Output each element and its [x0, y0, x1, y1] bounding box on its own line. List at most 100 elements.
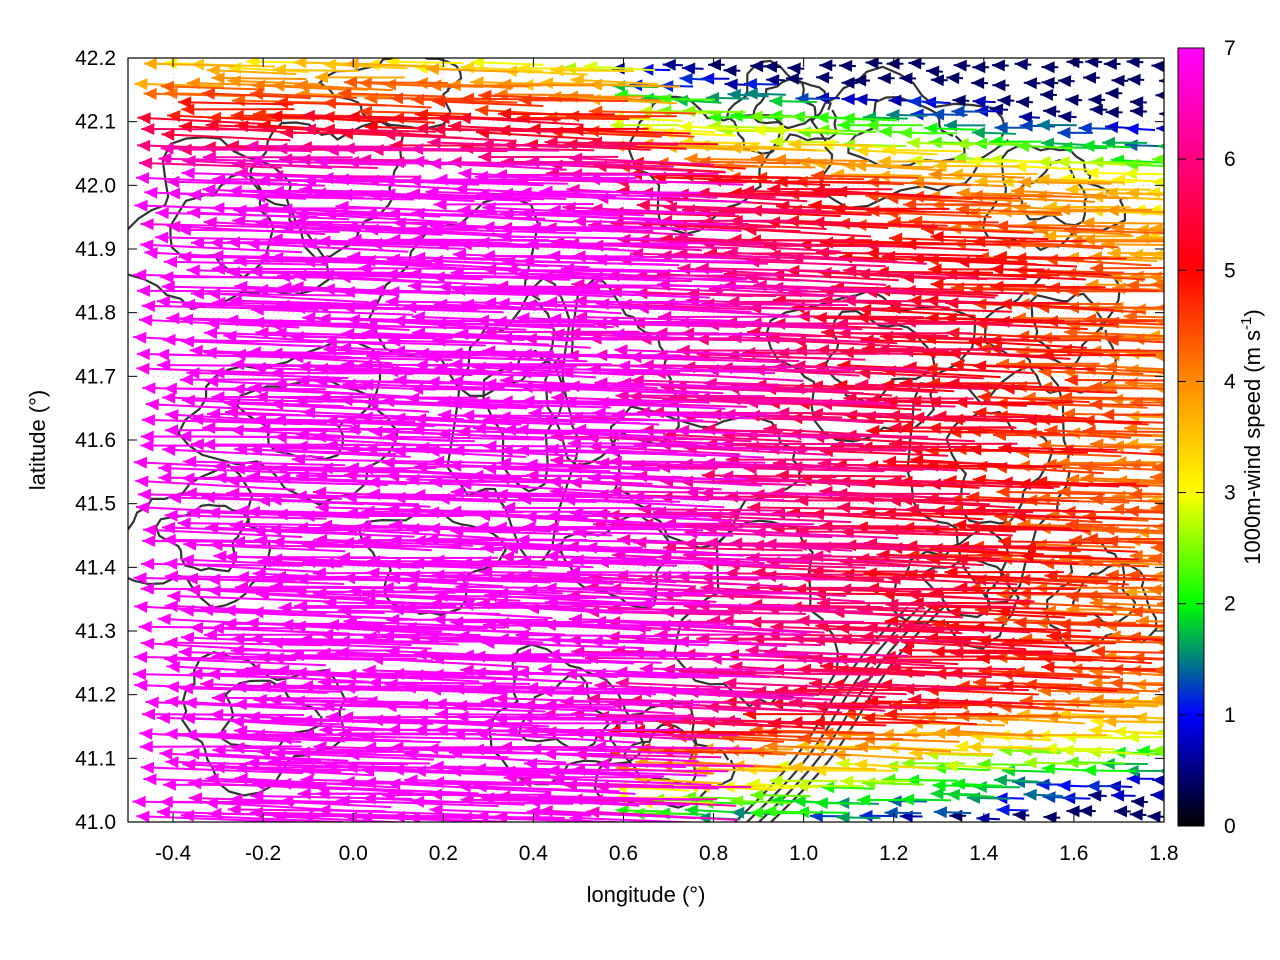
wind-vector-shaft: [523, 515, 686, 526]
wind-vector-head: [999, 476, 1013, 489]
wind-vector-shaft: [567, 571, 729, 574]
wind-vector-shaft: [222, 609, 385, 614]
wind-vector-head: [474, 170, 488, 183]
wind-vector-shaft: [866, 429, 988, 434]
wind-vector-shaft: [818, 478, 953, 484]
wind-vector-shaft: [724, 251, 866, 261]
wind-vector-head: [384, 678, 398, 691]
wind-vector-head: [994, 121, 1008, 134]
wind-vector-head: [956, 709, 970, 722]
wind-vector-head: [1124, 139, 1138, 152]
wind-vector-head: [437, 409, 452, 422]
wind-vector-head: [989, 103, 1004, 116]
wind-vector-head: [431, 569, 445, 582]
wind-vector-head: [763, 239, 777, 252]
wind-vector-shaft: [360, 467, 522, 479]
wind-vector-shaft: [1158, 413, 1164, 416]
wind-vector-shaft: [683, 760, 782, 769]
wind-vector-head: [573, 423, 587, 436]
wind-vector-head: [1012, 809, 1026, 822]
wind-vector-head: [763, 538, 777, 551]
wind-vector-shaft: [746, 260, 886, 268]
wind-vector-shaft: [564, 95, 662, 102]
colorbar-tick-label: 7: [1224, 37, 1236, 60]
wind-vector-head: [1088, 251, 1102, 263]
wind-vector-shaft: [885, 196, 995, 204]
wind-vector-shaft: [183, 701, 346, 711]
wind-vector-shaft: [183, 460, 346, 467]
wind-vector-head: [853, 159, 867, 172]
wind-vector-shaft: [364, 447, 527, 458]
colorbar-tick-label: 5: [1224, 259, 1236, 282]
wind-vector-head: [138, 157, 153, 170]
wind-vector-shaft: [345, 62, 436, 68]
wind-vector-shaft: [143, 92, 246, 98]
wind-vector-head: [764, 60, 778, 73]
wind-vector-shaft: [233, 703, 396, 707]
wind-vector-head: [228, 294, 242, 307]
wind-vector-head: [414, 359, 428, 372]
wind-vector-shaft: [245, 145, 394, 148]
wind-vector-head: [156, 295, 171, 308]
wind-vector-head: [841, 112, 855, 125]
wind-vector-shaft: [819, 525, 950, 528]
wind-vector-head: [390, 603, 405, 616]
wind-vector-shaft: [797, 737, 904, 741]
wind-vector-head: [449, 347, 463, 360]
wind-vector-shaft: [480, 700, 643, 713]
wind-vector-shaft: [251, 84, 351, 91]
wind-vector-head: [142, 708, 155, 721]
wind-vector-head: [414, 223, 428, 236]
wind-vector-shaft: [954, 586, 1075, 590]
wind-vector-shaft: [1101, 243, 1164, 247]
wind-vector-shaft: [179, 687, 343, 693]
y-tick-label: 41.4: [75, 556, 116, 579]
wind-vector-shaft: [1091, 650, 1164, 654]
wind-vector-head: [316, 787, 330, 800]
wind-vector-shaft: [1105, 573, 1164, 578]
wind-vector-head: [431, 554, 445, 567]
wind-vector-shaft: [751, 750, 851, 757]
wind-vector-head: [1045, 711, 1059, 723]
wind-vector-shaft: [495, 285, 652, 289]
wind-vector-head: [475, 104, 489, 117]
wind-vector-head: [233, 698, 247, 711]
wind-vector-head: [294, 79, 308, 92]
wind-vector-shaft: [616, 364, 776, 375]
wind-vector-shaft: [683, 446, 829, 456]
wind-vector-shaft: [458, 482, 621, 494]
wind-vector-head: [971, 621, 985, 634]
wind-vector-head: [503, 423, 517, 436]
wind-vector-head: [223, 617, 237, 630]
wind-vector-head: [495, 587, 509, 600]
wind-vector-shaft: [526, 810, 686, 819]
wind-vector-head: [1085, 58, 1099, 68]
wind-vector-head: [448, 535, 462, 548]
wind-vector-head: [207, 506, 221, 519]
x-tick-label: -0.4: [155, 842, 192, 865]
wind-vector-shaft: [1023, 418, 1142, 424]
wind-vector-shaft: [452, 288, 615, 298]
wind-vector-head: [386, 645, 400, 658]
wind-vector-shaft: [970, 735, 1052, 742]
wind-vector-shaft: [526, 160, 674, 168]
wind-vector-head: [705, 701, 719, 714]
wind-vector-head: [212, 296, 226, 309]
wind-vector-head: [136, 348, 150, 361]
wind-vector-head: [434, 589, 448, 602]
wind-vector-shaft: [1109, 681, 1164, 687]
wind-vector-head: [277, 472, 291, 484]
wind-vector-head: [1018, 176, 1032, 189]
wind-vector-shaft: [1104, 191, 1164, 196]
wind-vector-head: [475, 521, 489, 534]
wind-vector-shaft: [996, 490, 1105, 496]
wind-vector-head: [636, 199, 650, 212]
wind-vector-head: [211, 262, 225, 275]
wind-vector-shaft: [945, 625, 1062, 634]
wind-vector-shaft: [902, 335, 1029, 341]
wind-vector-shaft: [747, 701, 886, 712]
wind-vector-head: [550, 64, 564, 77]
wind-vector-head: [538, 790, 552, 803]
wind-vector-shaft: [515, 428, 678, 439]
wind-vector-shaft: [448, 751, 612, 756]
